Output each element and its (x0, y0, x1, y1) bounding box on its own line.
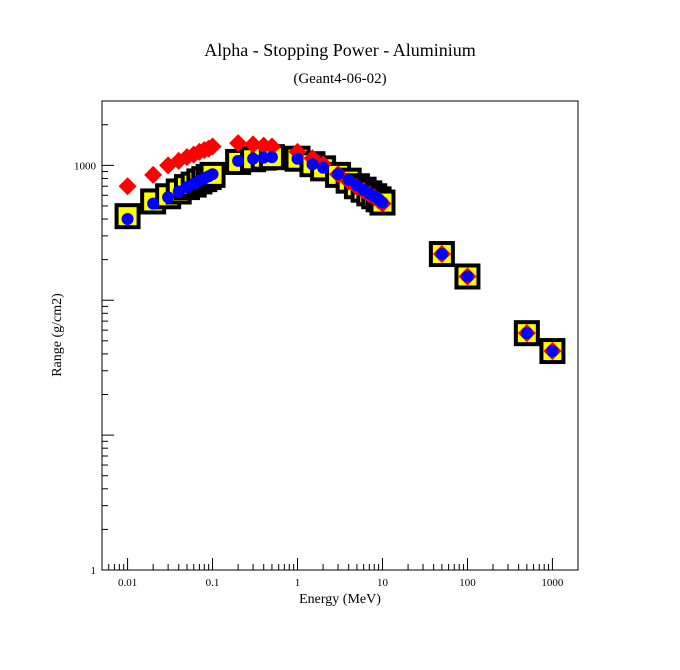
data-point-diamond (229, 134, 248, 153)
x-tick-label: 10 (377, 577, 389, 589)
x-axis-label: Energy (MeV) (299, 592, 381, 607)
y-axis-label: Range (g/cm2) (50, 293, 65, 377)
data-point-diamond (144, 165, 163, 184)
data-point-diamond (118, 177, 137, 196)
x-tick-label: 0.01 (118, 577, 137, 589)
data-point-circle (435, 248, 448, 261)
data-point-diamond (262, 137, 281, 156)
data-point-circle (162, 191, 175, 204)
data-point-circle (147, 197, 160, 210)
chart-subtitle: (Geant4-06-02) (293, 71, 387, 87)
data-point-circle (265, 151, 278, 164)
axis-tick-labels: 0.01 0.1 1 10 100 1000 1 1000 (74, 160, 564, 589)
x-tick-label: 1000 (541, 577, 564, 589)
data-point-circle (291, 152, 304, 165)
data-point-diamond (244, 135, 263, 154)
data-point-circle (206, 168, 219, 181)
axis-ticks (101, 100, 579, 571)
data-point-circle (121, 213, 134, 226)
data-point-circle (461, 270, 474, 283)
series-circles (121, 151, 559, 358)
x-tick-label: 0.1 (206, 577, 220, 589)
data-point-circle (317, 161, 330, 174)
data-point-circle (376, 196, 389, 209)
data-point-circle (247, 152, 260, 165)
y-tick-label: 1 (91, 565, 97, 577)
data-point-circle (546, 345, 559, 358)
x-tick-label: 1 (295, 577, 301, 589)
data-point-circle (520, 327, 533, 340)
plot-frame (101, 100, 579, 571)
data-point-circle (232, 154, 245, 167)
chart-title: Alpha - Stopping Power - Aluminium (204, 40, 476, 60)
series-diamonds (118, 134, 562, 361)
y-tick-label: 1000 (74, 160, 97, 172)
data-point-circle (306, 158, 319, 171)
data-point-circle (332, 168, 345, 181)
x-tick-label: 100 (459, 577, 476, 589)
data-point-diamond (203, 137, 222, 156)
